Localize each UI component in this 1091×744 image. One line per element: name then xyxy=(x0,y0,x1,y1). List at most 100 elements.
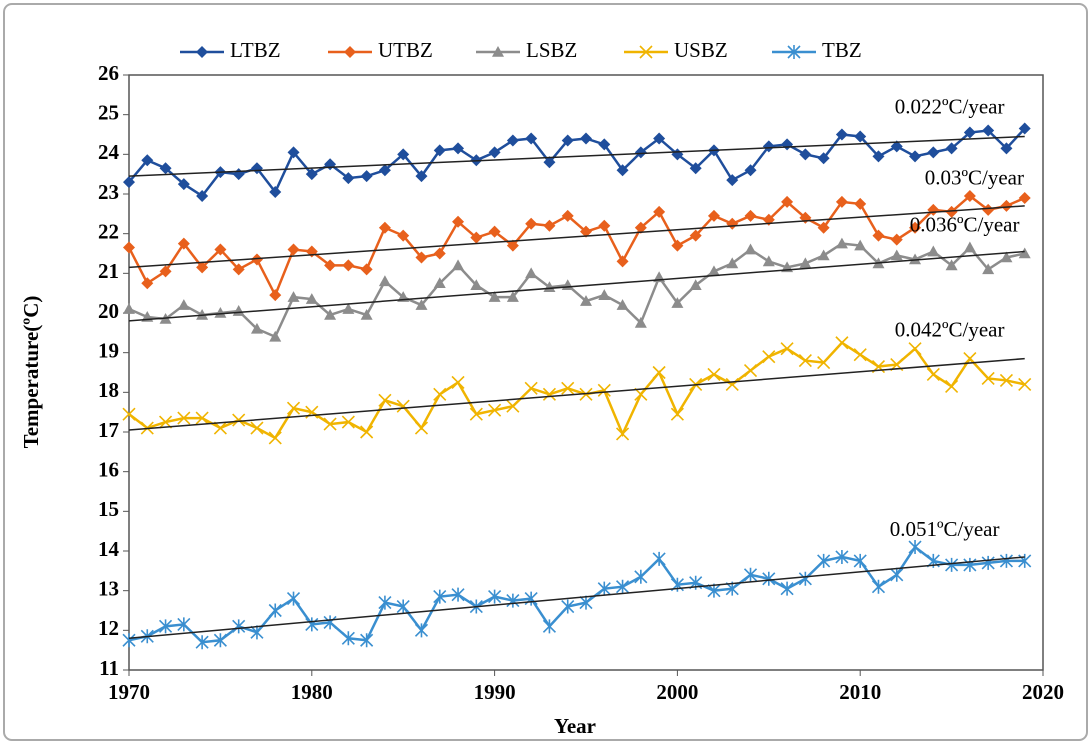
marker xyxy=(1018,247,1031,259)
marker xyxy=(817,152,830,165)
marker xyxy=(452,215,465,228)
marker xyxy=(123,176,135,189)
marker xyxy=(488,225,501,238)
trend-annotation: 0.051ºC/year xyxy=(890,517,1000,541)
marker xyxy=(909,221,922,234)
marker xyxy=(982,124,995,137)
marker xyxy=(506,134,519,147)
marker xyxy=(762,255,775,267)
marker xyxy=(268,603,282,618)
marker xyxy=(360,308,373,320)
marker xyxy=(1000,142,1013,155)
marker xyxy=(781,195,794,208)
marker xyxy=(342,172,355,185)
marker xyxy=(542,387,557,401)
marker xyxy=(871,579,886,594)
marker xyxy=(909,253,922,265)
marker xyxy=(141,277,154,290)
marker xyxy=(597,581,611,596)
marker xyxy=(945,205,958,218)
y-tick-label: 19 xyxy=(98,338,119,362)
y-tick-label: 22 xyxy=(98,219,119,243)
marker xyxy=(652,365,666,380)
marker xyxy=(963,126,976,139)
x-axis-label: Year xyxy=(554,714,596,738)
marker xyxy=(835,128,848,141)
marker xyxy=(945,379,959,393)
marker xyxy=(470,231,483,244)
marker xyxy=(525,132,538,145)
marker xyxy=(981,555,995,570)
y-tick-label: 26 xyxy=(98,61,119,85)
marker xyxy=(287,146,300,159)
x-tick-label: 1970 xyxy=(108,680,150,704)
plot-area xyxy=(128,74,1044,671)
marker xyxy=(506,593,520,608)
marker xyxy=(890,567,904,582)
marker xyxy=(981,371,995,386)
marker xyxy=(909,150,922,163)
marker xyxy=(286,591,301,606)
marker xyxy=(982,203,995,216)
y-tick-label: 20 xyxy=(98,299,119,323)
x-tick-label: 1980 xyxy=(291,680,333,704)
marker xyxy=(780,581,794,596)
marker xyxy=(542,619,557,634)
marker xyxy=(1000,251,1013,263)
marker xyxy=(360,633,374,648)
marker xyxy=(378,221,391,234)
marker xyxy=(598,138,611,151)
marker xyxy=(488,291,501,302)
marker xyxy=(177,178,190,191)
marker xyxy=(853,348,867,362)
marker xyxy=(817,553,831,568)
marker xyxy=(743,567,758,582)
marker xyxy=(762,140,775,153)
marker xyxy=(269,289,282,302)
marker xyxy=(616,164,629,177)
marker xyxy=(269,330,282,342)
marker xyxy=(1018,377,1032,391)
marker xyxy=(927,245,940,257)
marker xyxy=(616,299,629,310)
marker xyxy=(196,261,209,274)
x-tick-label: 1990 xyxy=(474,680,516,704)
marker xyxy=(470,279,483,291)
marker xyxy=(488,403,502,417)
marker xyxy=(671,297,684,308)
marker xyxy=(305,168,318,181)
marker xyxy=(397,148,410,161)
marker xyxy=(671,239,684,252)
marker xyxy=(927,146,940,159)
marker xyxy=(488,146,501,159)
marker xyxy=(853,553,867,568)
marker xyxy=(817,221,830,234)
marker xyxy=(452,142,465,155)
marker xyxy=(817,356,831,370)
marker xyxy=(378,164,391,177)
marker xyxy=(287,291,300,302)
marker xyxy=(835,195,848,208)
marker xyxy=(561,209,574,222)
marker xyxy=(286,401,301,415)
marker xyxy=(506,399,520,413)
y-tick-label: 21 xyxy=(98,259,119,283)
marker xyxy=(908,342,922,356)
trend-annotation: 0.042ºC/year xyxy=(895,317,1005,341)
legend-label: TBZ xyxy=(822,38,862,62)
marker xyxy=(561,599,575,614)
marker xyxy=(945,259,958,271)
trend-line xyxy=(128,357,1025,431)
marker xyxy=(213,633,227,648)
marker xyxy=(707,209,720,222)
marker xyxy=(854,239,867,251)
marker xyxy=(141,154,154,167)
x-tick-label: 2020 xyxy=(1022,680,1064,704)
marker xyxy=(250,625,264,640)
marker xyxy=(762,350,776,364)
marker xyxy=(890,233,903,246)
marker xyxy=(835,336,849,350)
marker xyxy=(177,299,190,310)
legend-label: USBZ xyxy=(674,38,728,62)
